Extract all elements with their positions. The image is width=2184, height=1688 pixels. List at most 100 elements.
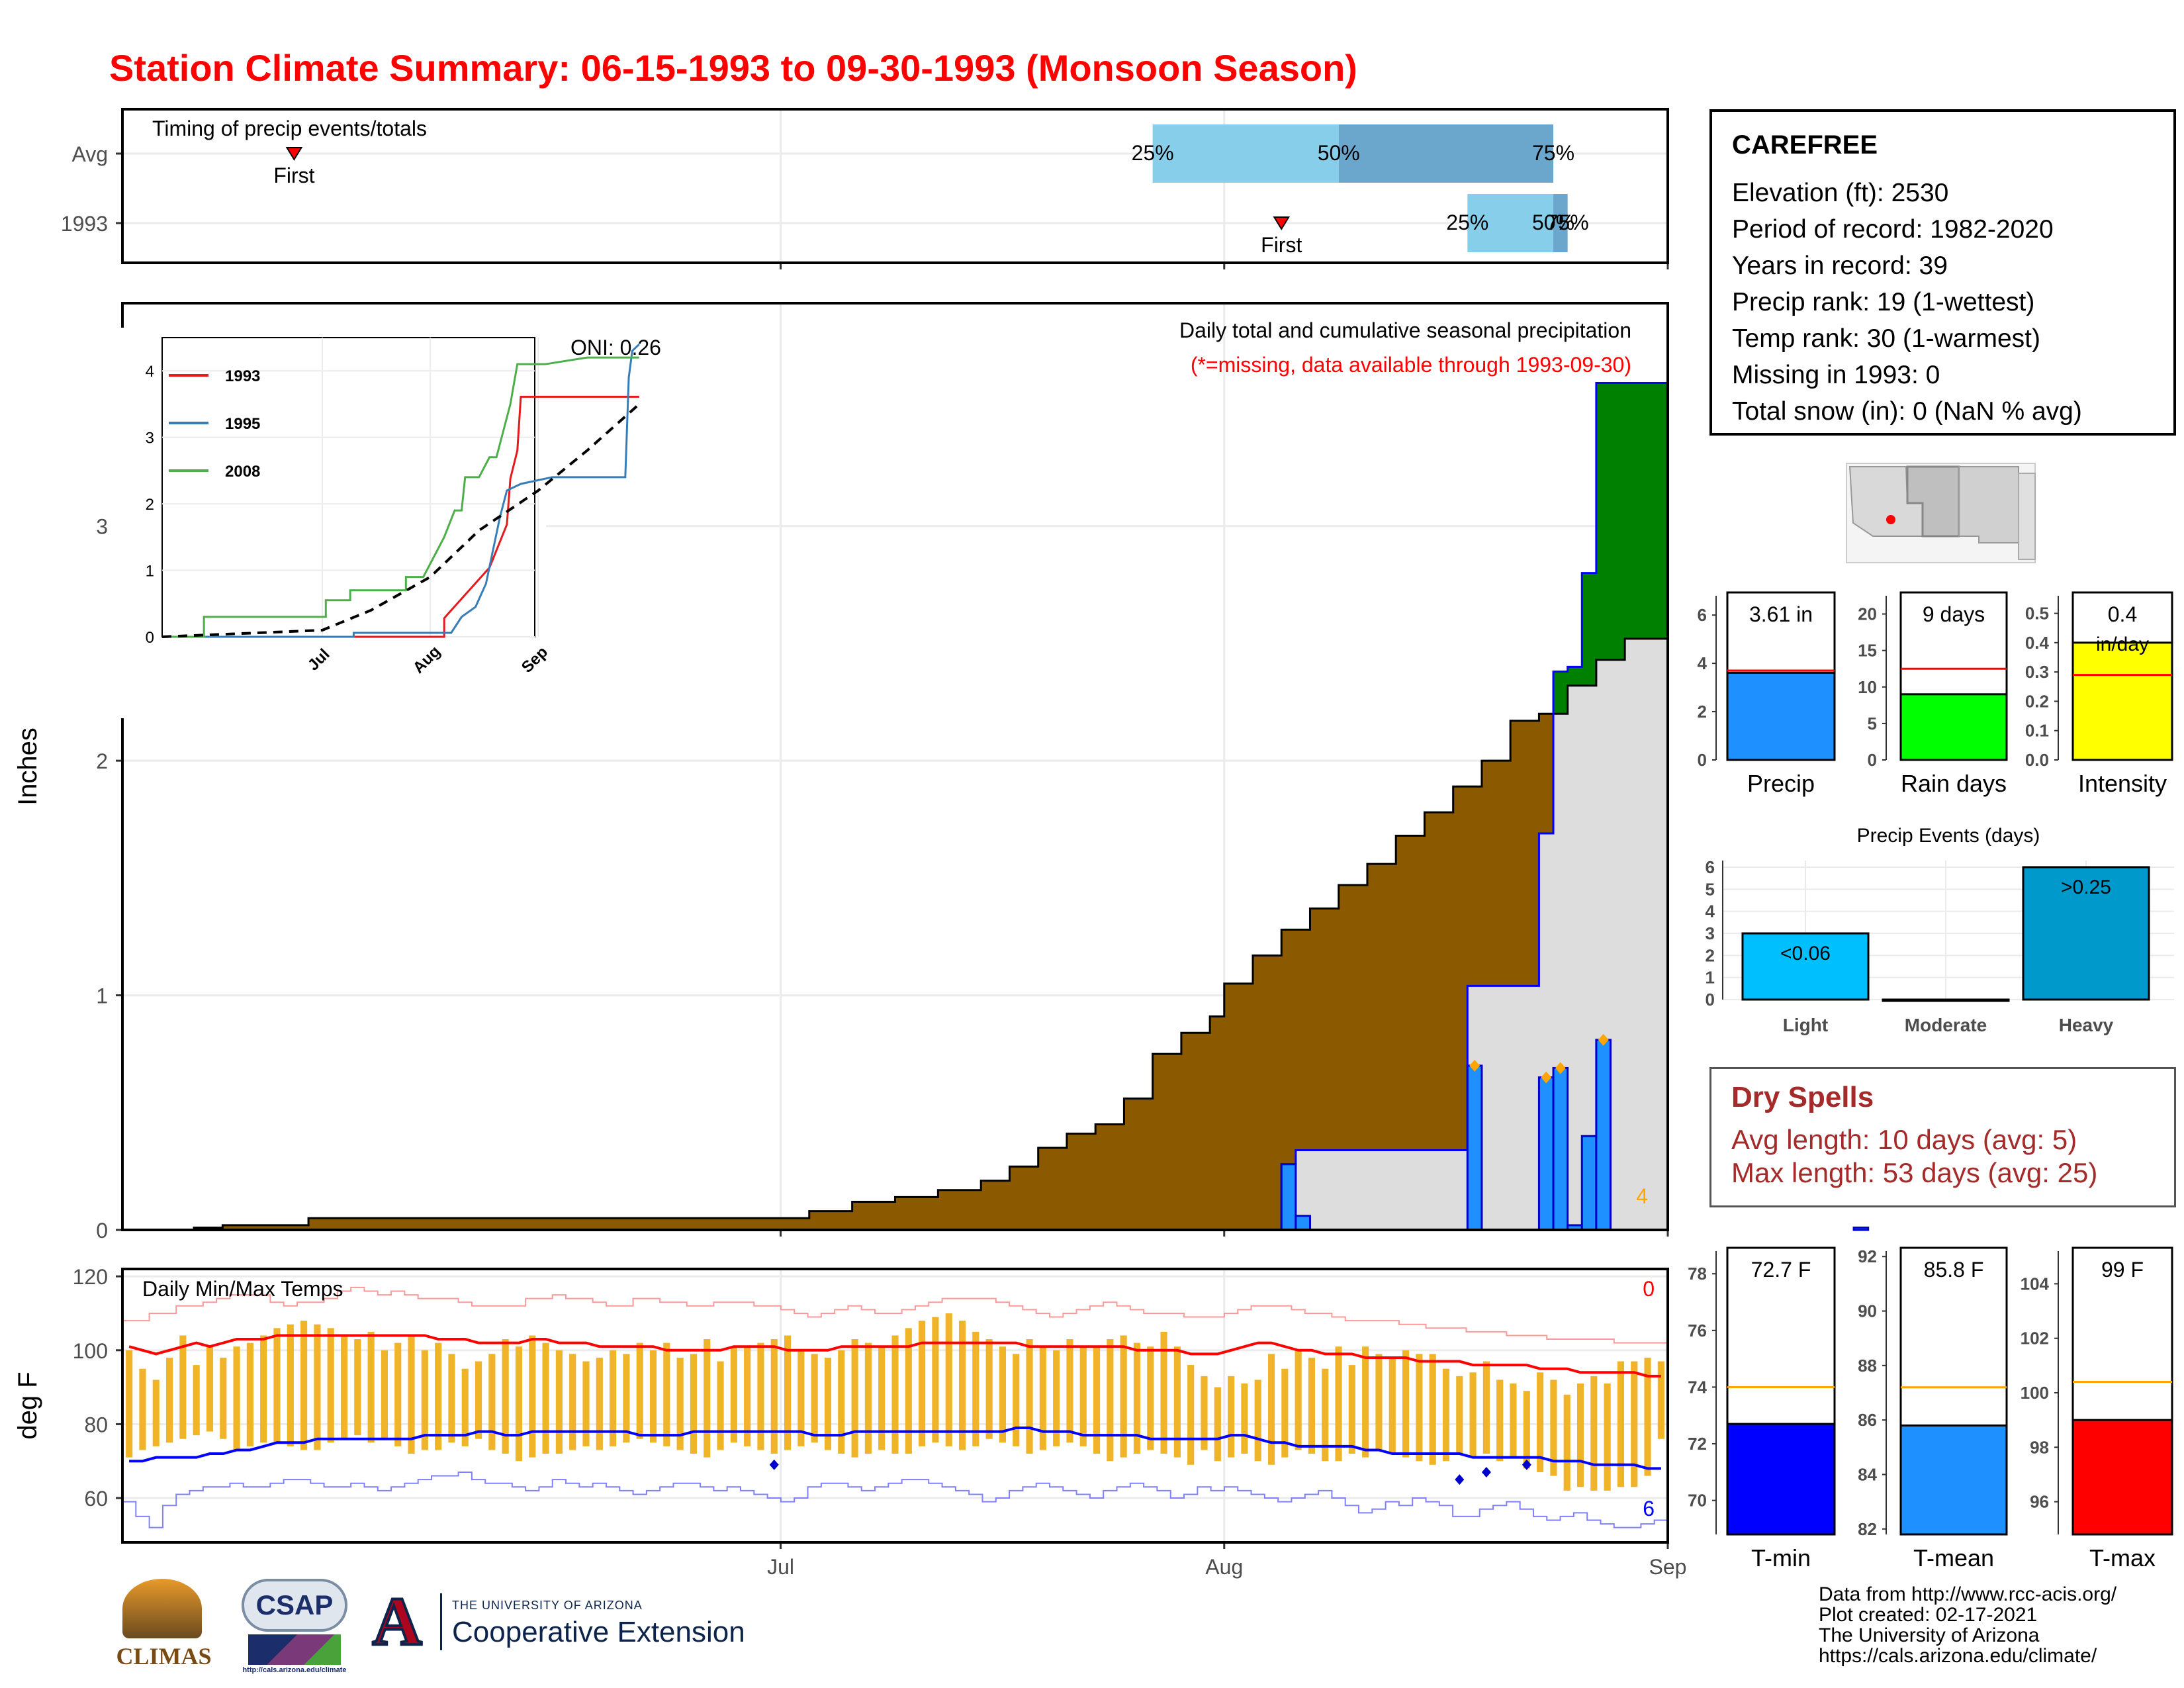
- temp-compare-value-label: 99 F: [2101, 1258, 2144, 1282]
- precip-deficit-strip: [1353, 884, 1368, 1150]
- temps-daily-bar: [1590, 1376, 1598, 1491]
- timing-box-upper: [1338, 124, 1554, 183]
- temps-daily-bar: [1657, 1361, 1664, 1439]
- precip-deficit-strip: [995, 1180, 1011, 1230]
- temps-daily-bar: [999, 1346, 1007, 1443]
- events-y-tick-label: 3: [1706, 923, 1715, 943]
- events-category-label: Light: [1783, 1015, 1828, 1035]
- station-snow: Total snow (in): 0 (NaN % avg): [1732, 397, 2082, 426]
- precip-daily-bar: [1552, 1066, 1569, 1231]
- precip-compare-bar: [1899, 693, 2008, 761]
- temps-daily-bar: [542, 1342, 549, 1454]
- footer-line: Data from http://www.rcc-acis.org/: [1819, 1583, 2117, 1605]
- temps-daily-bar: [1281, 1368, 1289, 1458]
- temps-daily-bar: [1456, 1376, 1463, 1454]
- precip-compare-y-tick-label: 0.4: [2025, 633, 2050, 653]
- temp-compare-y-tick-label: 86: [1858, 1410, 1877, 1430]
- inset-plot-frame: [161, 337, 535, 637]
- events-category-label: Moderate: [1905, 1015, 1987, 1035]
- precip-deficit-strip: [1310, 908, 1325, 1150]
- events-bar: [2022, 866, 2150, 1001]
- inset-legend-label: 1993: [225, 367, 260, 385]
- inset-y-tick-label: 1: [146, 563, 154, 581]
- precip-compare-y-tick-label: 0: [1868, 750, 1877, 770]
- csap-logo[interactable]: CSAP http://cals.arizona.edu/climate: [235, 1579, 354, 1678]
- precip-compare-y-tick-label: 2: [1698, 702, 1707, 722]
- precip-deficit-strip: [1324, 908, 1340, 1150]
- temps-x-tick-label: Aug: [1205, 1555, 1243, 1579]
- station-precip-rank: Precip rank: 19 (1-wettest): [1732, 288, 2035, 316]
- temps-daily-bar: [1496, 1380, 1504, 1462]
- inset-y-tick-label: 4: [146, 363, 154, 381]
- temps-daily-bar: [1039, 1346, 1046, 1450]
- station-name: CAREFREE: [1732, 130, 1878, 160]
- precip-compare-y-tick-label: 0.2: [2025, 691, 2049, 711]
- temps-daily-bar: [327, 1328, 334, 1443]
- precip-deficit-strip: [923, 1197, 938, 1230]
- timing-box-lower: [1152, 124, 1339, 183]
- temps-daily-bar: [381, 1350, 388, 1439]
- temps-record-low-line: [122, 1471, 1668, 1528]
- temps-daily-bar: [1482, 1361, 1490, 1454]
- temps-daily-bar: [596, 1357, 603, 1450]
- precip-deficit-strip: [279, 1225, 295, 1230]
- temp-compare-category-label: T-max: [2089, 1544, 2156, 1571]
- precip-deficit-strip: [1038, 1147, 1053, 1230]
- temps-chart: 60 80 100 120 Jul Aug Sep Daily Min/Max Temps 0 6…: [13, 1265, 1827, 1579]
- temp-compare-bar: [1726, 1423, 1836, 1536]
- temps-corner-bottom: 6: [1643, 1497, 1655, 1521]
- temps-title: Daily Min/Max Temps: [142, 1277, 343, 1301]
- precip-deficit-strip: [1066, 1133, 1082, 1230]
- precip-deficit-strip: [1367, 864, 1383, 1150]
- map-region: [2018, 473, 2036, 560]
- precip-deficit-strip: [222, 1225, 238, 1230]
- temps-daily-bar: [1631, 1361, 1638, 1487]
- temps-daily-bar: [851, 1339, 858, 1458]
- temps-daily-bar: [690, 1354, 698, 1454]
- precip-compare-y-tick-label: 0.1: [2025, 721, 2049, 741]
- temps-daily-bar: [985, 1339, 993, 1439]
- temp-compare-y-tick-label: 88: [1858, 1356, 1877, 1376]
- temps-daily-bar: [744, 1346, 751, 1446]
- precip-compare-y-tick-label: 5: [1868, 714, 1877, 733]
- temps-daily-bar: [704, 1339, 711, 1458]
- temps-daily-bar: [784, 1335, 792, 1450]
- precip-deficit-strip: [494, 1218, 510, 1230]
- ua-block-a-icon: A: [371, 1583, 423, 1660]
- precip-compare-bar: [1726, 671, 1836, 761]
- temp-compare-y-tick-label: 92: [1858, 1246, 1877, 1266]
- climas-logo[interactable]: CLIMAS: [109, 1579, 218, 1678]
- precip-deficit-strip: [1381, 864, 1396, 1150]
- precip-deficit-strip: [451, 1218, 467, 1230]
- temps-daily-bar: [649, 1350, 657, 1443]
- precip-y-tick-label: 2: [96, 749, 108, 773]
- ua-extension-logo[interactable]: A THE UNIVERSITY OF ARIZONA Cooperative …: [361, 1583, 864, 1665]
- temps-daily-bar: [1187, 1365, 1195, 1465]
- precip-deficit-strip: [938, 1190, 953, 1230]
- temp-compare-bar: [1899, 1424, 2008, 1536]
- inset-y-tick-label: 0: [146, 629, 154, 647]
- precip-deficit-strip: [809, 1211, 824, 1230]
- precip-deficit-strip: [666, 1218, 681, 1230]
- temps-daily-bar: [448, 1354, 455, 1443]
- precip-deficit-strip: [1453, 786, 1468, 1150]
- temps-daily-bar: [1348, 1365, 1355, 1454]
- events-y-tick-label: 1: [1706, 968, 1715, 988]
- precip-deficit-strip: [1052, 1147, 1068, 1230]
- temps-daily-bar: [1214, 1387, 1221, 1462]
- precip-y-tick-label: 0: [96, 1219, 108, 1243]
- inset-series-line: [162, 343, 640, 638]
- temps-daily-bar: [1388, 1357, 1396, 1454]
- temps-daily-bar: [1442, 1368, 1450, 1462]
- temps-daily-bar: [1013, 1354, 1020, 1446]
- precip-deficit-strip: [1481, 761, 1497, 986]
- csap-mark: [248, 1634, 341, 1665]
- timing-row-label: 1993: [61, 212, 108, 236]
- timing-box-upper: [1553, 194, 1568, 252]
- precip-deficit-strip: [294, 1225, 309, 1230]
- timing-pct25-label: 25%: [1132, 141, 1174, 165]
- temps-daily-bar: [408, 1335, 415, 1454]
- precip-compare-unit-label: in/day: [2096, 633, 2149, 655]
- events-bar-label: >0.25: [2061, 876, 2111, 898]
- csap-logo-url: http://cals.arizona.edu/climate: [242, 1666, 347, 1674]
